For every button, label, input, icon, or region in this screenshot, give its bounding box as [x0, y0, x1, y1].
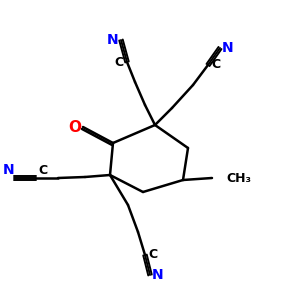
Text: C: C	[212, 58, 220, 71]
Text: C: C	[38, 164, 48, 176]
Text: N: N	[152, 268, 164, 282]
Text: O: O	[68, 119, 82, 134]
Text: C: C	[114, 56, 124, 68]
Text: N: N	[107, 33, 119, 47]
Text: N: N	[222, 41, 234, 55]
Text: CH₃: CH₃	[226, 172, 251, 184]
Text: C: C	[148, 248, 158, 262]
Text: N: N	[3, 163, 15, 177]
